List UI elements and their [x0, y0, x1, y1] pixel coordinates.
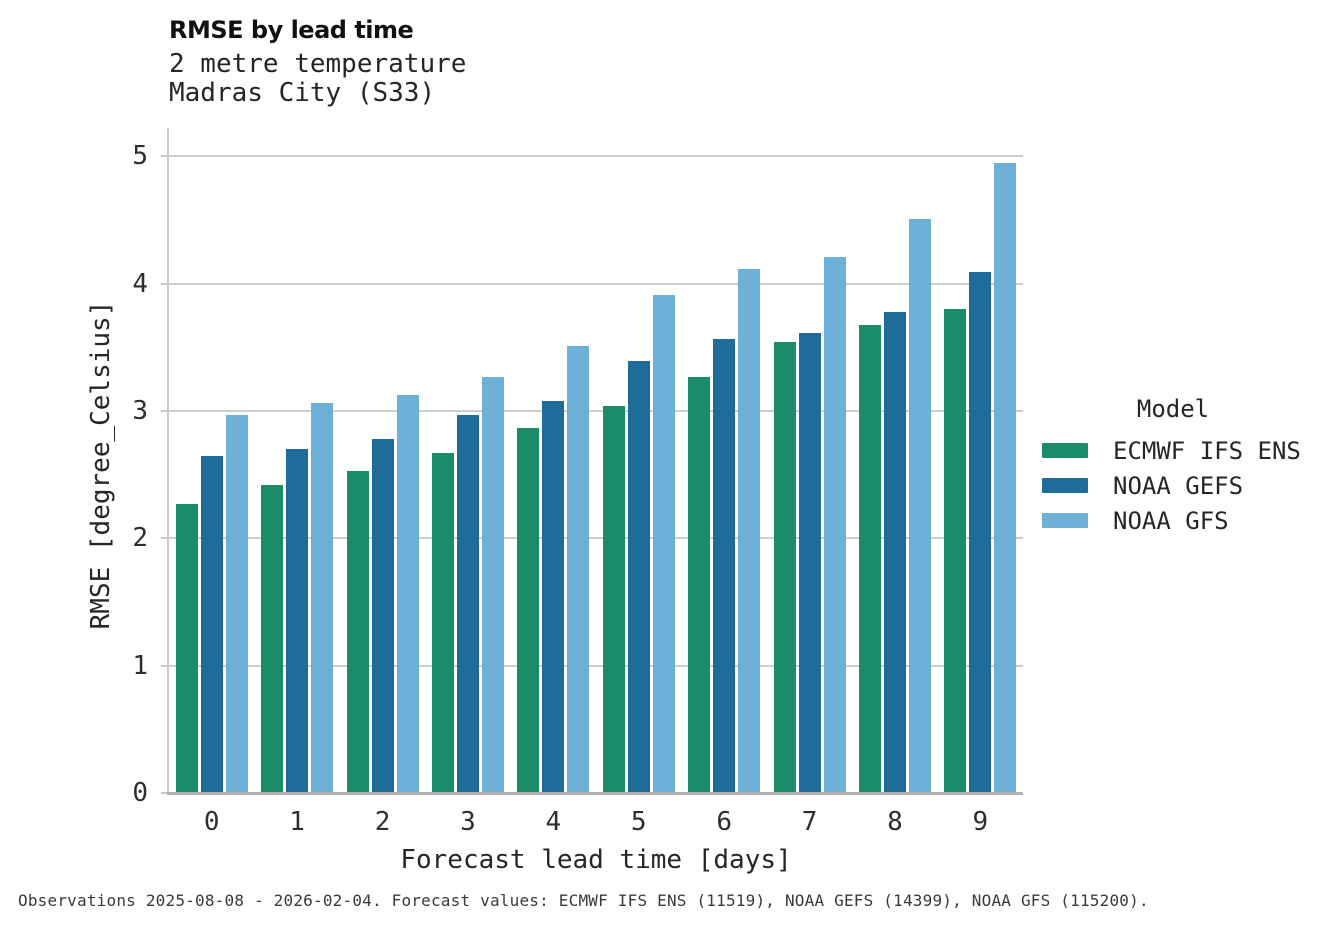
- footer-caption: Observations 2025-08-08 - 2026-02-04. Fo…: [18, 891, 1149, 910]
- bars-layer: [169, 131, 1023, 793]
- legend-swatch-icon: [1042, 478, 1088, 493]
- bar-ecmwf-ifs-ens-day-3: [431, 453, 454, 793]
- y-tick-3: [161, 410, 167, 413]
- bar-group-day-4: [511, 131, 596, 793]
- bar-noaa-gefs-day-3: [456, 414, 479, 793]
- y-axis-label: RMSE [degree_Celsius]: [86, 300, 116, 630]
- x-tick-label-0: 0: [203, 807, 220, 837]
- y-tick-2: [161, 537, 167, 540]
- bar-group-day-3: [425, 131, 510, 793]
- gridline-y-1: [169, 664, 1023, 667]
- legend-label: NOAA GFS: [1113, 506, 1229, 535]
- bar-group-day-0: [169, 131, 254, 793]
- page-title: RMSE by lead time: [169, 16, 414, 44]
- legend-items: ECMWF IFS ENS NOAA GEFS NOAA GFS: [1042, 433, 1304, 538]
- bar-group-day-7: [767, 131, 852, 793]
- bar-noaa-gefs-day-2: [371, 439, 394, 793]
- legend-label: ECMWF IFS ENS: [1113, 436, 1301, 465]
- legend-item-ecmwf-ifs-ens: ECMWF IFS ENS: [1042, 433, 1304, 468]
- bar-noaa-gefs-day-4: [542, 400, 565, 793]
- bar-noaa-gfs-day-0: [225, 414, 248, 793]
- bar-ecmwf-ifs-ens-day-1: [261, 484, 284, 793]
- subtitle-line-2: Madras City (S33): [169, 78, 436, 108]
- x-tick-label-3: 3: [460, 807, 476, 837]
- bar-group-day-1: [254, 131, 339, 793]
- bar-ecmwf-ifs-ens-day-6: [688, 376, 711, 793]
- bar-ecmwf-ifs-ens-day-4: [517, 427, 540, 793]
- y-tick-1: [161, 664, 167, 667]
- y-tick-label-0: 0: [132, 778, 148, 808]
- y-tick-4: [161, 282, 167, 285]
- bar-group-day-5: [596, 131, 681, 793]
- bar-noaa-gefs-day-8: [883, 311, 906, 793]
- bar-group-day-9: [938, 131, 1023, 793]
- legend-swatch-icon: [1042, 513, 1088, 528]
- x-tick-label-1: 1: [289, 807, 305, 837]
- y-tick-label-3: 3: [132, 396, 148, 427]
- bar-noaa-gfs-day-6: [738, 268, 761, 793]
- bar-noaa-gfs-day-5: [652, 295, 675, 793]
- y-tick-label-1: 1: [132, 650, 148, 681]
- legend-title: Model: [1136, 395, 1210, 423]
- legend-item-noaa-gefs: NOAA GEFS: [1042, 468, 1304, 503]
- x-tick-label-8: 8: [887, 807, 903, 837]
- x-tick-label-5: 5: [630, 807, 647, 837]
- bar-noaa-gefs-day-5: [627, 361, 650, 793]
- y-tick-5: [161, 155, 167, 158]
- x-axis-line: [167, 792, 1023, 795]
- x-tick-label-7: 7: [801, 807, 818, 837]
- plot-area: 0 1 2 3 4 5 6 7 8 9 Forecast lead time [days] 0 1 2…: [132, 128, 1023, 875]
- bar-ecmwf-ifs-ens-day-8: [858, 324, 881, 793]
- bar-noaa-gfs-day-9: [994, 162, 1017, 793]
- subtitle-line-1: 2 metre temperature: [169, 49, 467, 79]
- bar-ecmwf-ifs-ens-day-7: [773, 342, 796, 793]
- bar-group-day-8: [852, 131, 937, 793]
- legend: Model ECMWF IFS ENS NOAA GEFS NOAA GFS: [1042, 395, 1304, 538]
- bar-noaa-gfs-day-2: [396, 394, 419, 793]
- legend-swatch-icon: [1042, 443, 1088, 458]
- gridline-y-2: [169, 537, 1023, 540]
- bar-noaa-gefs-day-6: [713, 338, 736, 793]
- y-tick-label-5: 5: [132, 141, 148, 172]
- chart-subtitle: 2 metre temperature Madras City (S33): [169, 50, 466, 108]
- x-axis-label: Forecast lead time [days]: [400, 845, 792, 875]
- bar-noaa-gfs-day-1: [311, 403, 334, 793]
- y-tick-label-2: 2: [132, 523, 148, 554]
- gridline-y-5: [169, 155, 1023, 158]
- x-tick-label-4: 4: [545, 807, 562, 837]
- bar-ecmwf-ifs-ens-day-9: [944, 309, 967, 793]
- gridline-y-3: [169, 410, 1023, 413]
- x-tick-label-9: 9: [972, 807, 989, 837]
- bar-noaa-gefs-day-7: [798, 333, 821, 793]
- bar-group-day-2: [340, 131, 425, 793]
- bar-ecmwf-ifs-ens-day-5: [602, 406, 625, 793]
- bar-group-day-6: [681, 131, 766, 793]
- x-tick-label-6: 6: [716, 807, 732, 837]
- bar-ecmwf-ifs-ens-day-2: [346, 470, 369, 793]
- bar-noaa-gfs-day-7: [823, 257, 846, 793]
- bar-noaa-gefs-day-1: [286, 449, 309, 793]
- bar-ecmwf-ifs-ens-day-0: [175, 504, 198, 793]
- bar-noaa-gfs-day-4: [567, 346, 590, 793]
- bar-noaa-gfs-day-3: [481, 376, 504, 793]
- y-tick-0: [161, 792, 167, 794]
- bar-noaa-gefs-day-0: [200, 455, 223, 793]
- legend-item-noaa-gfs: NOAA GFS: [1042, 503, 1304, 538]
- bar-noaa-gfs-day-8: [908, 218, 931, 793]
- x-tick-labels: 0 1 2 3 4 5 6 7 8 9: [169, 809, 1023, 835]
- x-tick-label-2: 2: [374, 807, 391, 837]
- bar-noaa-gefs-day-9: [969, 272, 992, 793]
- legend-label: NOAA GEFS: [1113, 471, 1244, 500]
- y-axis-spine: [167, 128, 169, 795]
- y-tick-label-4: 4: [132, 268, 148, 299]
- gridline-y-4: [169, 282, 1023, 285]
